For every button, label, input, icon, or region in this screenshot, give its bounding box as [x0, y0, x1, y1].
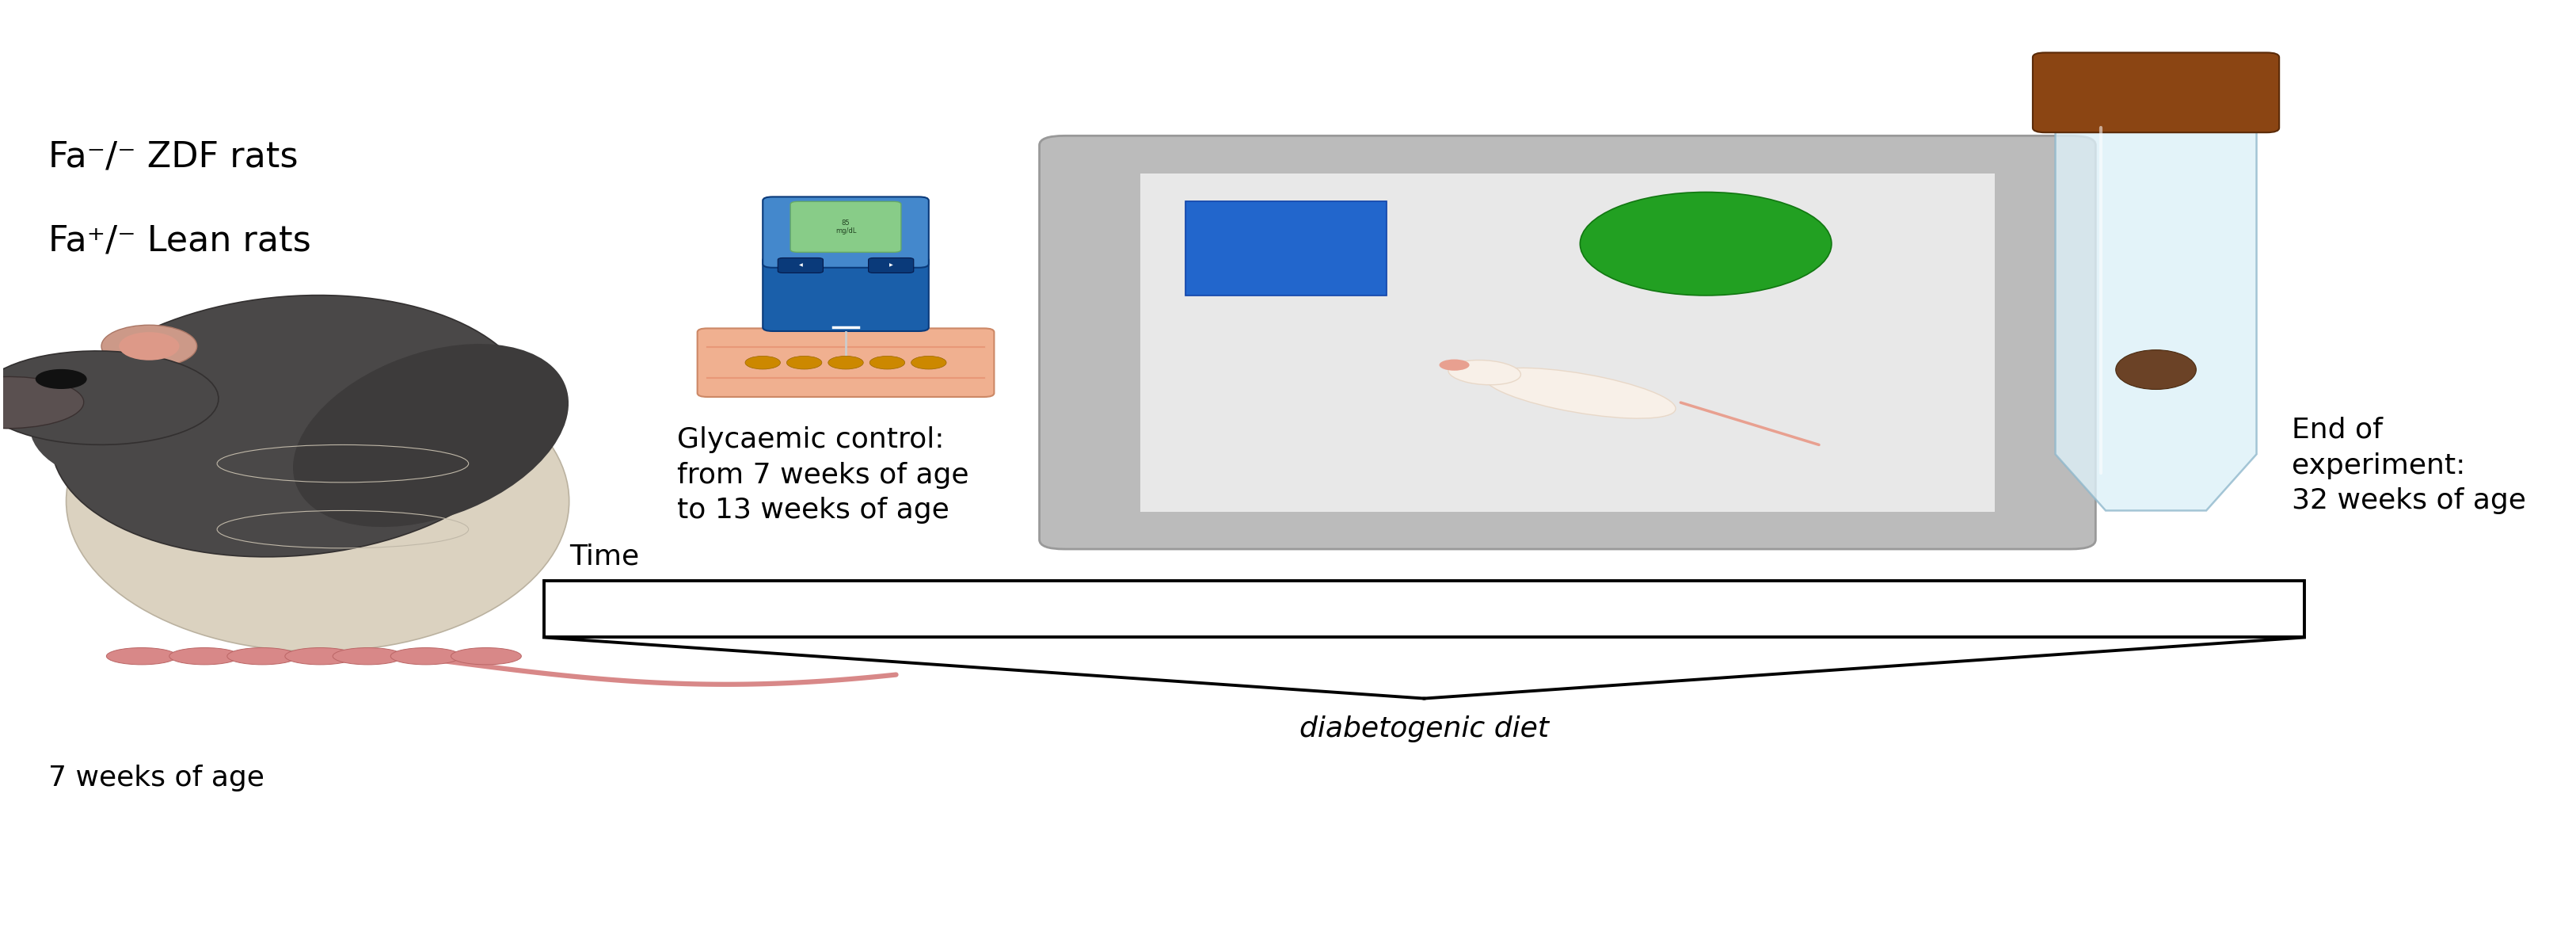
Ellipse shape	[1484, 368, 1674, 418]
Circle shape	[912, 356, 945, 369]
Text: 85
mg/dL: 85 mg/dL	[835, 219, 855, 235]
Polygon shape	[2056, 107, 2257, 511]
Ellipse shape	[100, 325, 196, 367]
FancyBboxPatch shape	[1185, 201, 1386, 295]
Text: Fa⁻/⁻ ZDF rats: Fa⁻/⁻ ZDF rats	[49, 139, 299, 173]
FancyBboxPatch shape	[762, 256, 930, 331]
Text: 7 weeks of age: 7 weeks of age	[49, 764, 265, 791]
Ellipse shape	[294, 344, 569, 527]
Ellipse shape	[0, 377, 85, 429]
Ellipse shape	[332, 648, 404, 665]
Circle shape	[1440, 359, 1468, 371]
Ellipse shape	[106, 648, 178, 665]
Circle shape	[36, 370, 85, 389]
Text: End of
experiment:
32 weeks of age: End of experiment: 32 weeks of age	[2293, 416, 2527, 515]
Circle shape	[827, 356, 863, 369]
Text: NOR test:
31 weeks of age: NOR test: 31 weeks of age	[1425, 426, 1659, 488]
FancyBboxPatch shape	[868, 258, 914, 272]
Text: Stool collection:
32 weeks of age: Stool collection: 32 weeks of age	[1814, 407, 2048, 469]
Text: Glycaemic control:
from 7 weeks of age
to 13 weeks of age: Glycaemic control: from 7 weeks of age t…	[677, 426, 969, 524]
Text: Time: Time	[569, 543, 639, 569]
Text: ▶: ▶	[889, 263, 894, 268]
Circle shape	[744, 356, 781, 369]
Ellipse shape	[1448, 360, 1520, 385]
Text: diabetogenic diet: diabetogenic diet	[1298, 715, 1548, 743]
Ellipse shape	[67, 351, 569, 652]
Ellipse shape	[31, 370, 219, 482]
Ellipse shape	[118, 332, 180, 360]
FancyBboxPatch shape	[778, 258, 824, 272]
Ellipse shape	[1579, 192, 1832, 295]
FancyBboxPatch shape	[1141, 173, 1994, 512]
FancyBboxPatch shape	[698, 328, 994, 397]
FancyBboxPatch shape	[791, 201, 902, 253]
FancyBboxPatch shape	[2032, 53, 2280, 132]
Ellipse shape	[227, 648, 299, 665]
Ellipse shape	[451, 648, 520, 665]
Ellipse shape	[52, 295, 533, 557]
FancyBboxPatch shape	[762, 197, 930, 268]
Circle shape	[871, 356, 904, 369]
Ellipse shape	[286, 648, 355, 665]
Ellipse shape	[392, 648, 461, 665]
Ellipse shape	[170, 648, 240, 665]
FancyBboxPatch shape	[1038, 136, 2097, 549]
Ellipse shape	[2115, 350, 2197, 390]
Text: ◀: ◀	[799, 263, 801, 268]
Circle shape	[786, 356, 822, 369]
Ellipse shape	[0, 351, 219, 445]
Text: Fa⁺/⁻ Lean rats: Fa⁺/⁻ Lean rats	[49, 224, 312, 258]
